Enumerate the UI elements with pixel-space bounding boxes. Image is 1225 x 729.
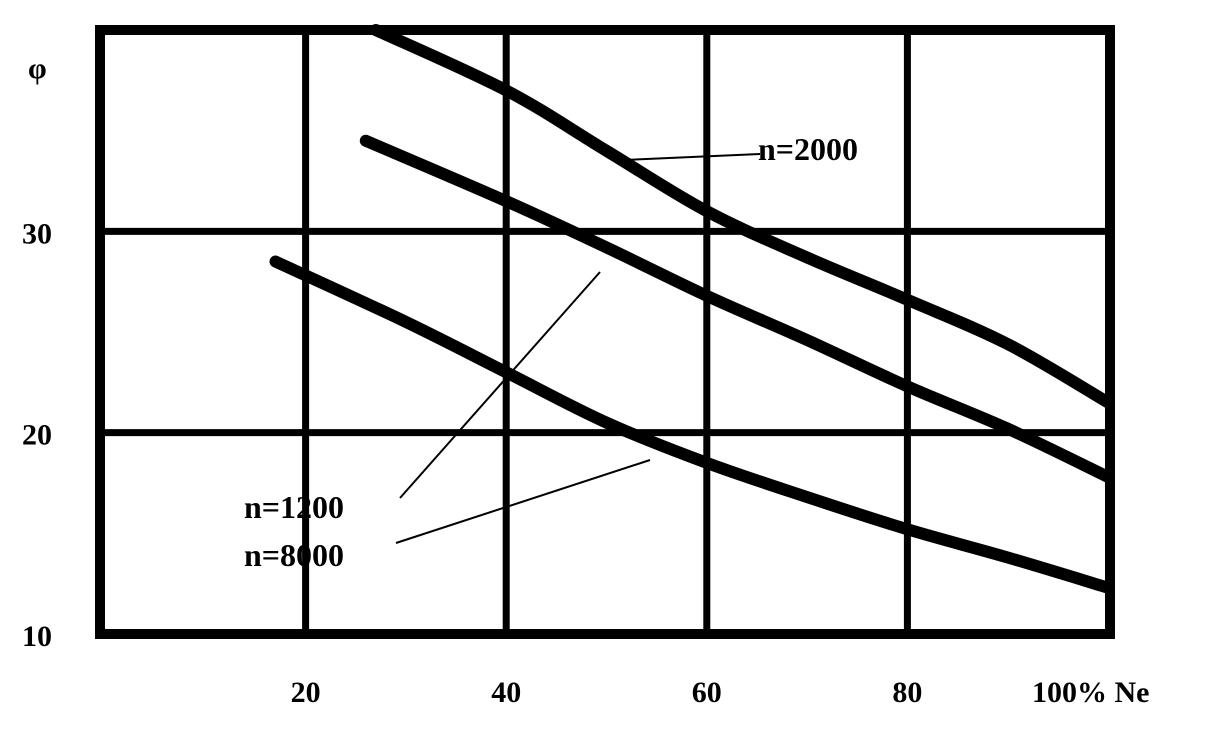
x-tick-label-20: 20 — [291, 676, 321, 709]
y-axis-label: φ — [28, 52, 47, 85]
leader-line-n=8000 — [395, 459, 651, 544]
x-tick-label-60: 60 — [692, 676, 722, 709]
series-label-leaders — [395, 153, 761, 544]
x-tick-label-80: 80 — [892, 676, 922, 709]
x-tick-labels: 20 40 60 80 — [291, 676, 923, 709]
series-line-n=1200 — [359, 134, 1114, 483]
leader-line-n=2000 — [624, 153, 761, 161]
y-tick-label-10: 10 — [22, 620, 52, 653]
series-label-n=2000: n=2000 — [758, 131, 858, 167]
series-lines — [269, 24, 1114, 594]
series-line-n=2000 — [369, 24, 1114, 409]
series-label-n=1200: n=1200 — [244, 489, 344, 525]
series-labels: n=2000 n=1200 n=8000 — [244, 131, 858, 573]
y-tick-label-30: 30 — [22, 217, 52, 250]
horizontal-grid-lines — [101, 227, 1112, 638]
series-line-n=8000 — [269, 255, 1114, 594]
y-tick-labels: 10 20 30 — [22, 217, 52, 653]
y-tick-label-20: 20 — [22, 419, 52, 452]
x-axis-label: 100% Ne — [1032, 676, 1149, 709]
vertical-grid-lines — [302, 26, 911, 638]
plot-frame — [95, 25, 1115, 639]
leader-line-n=1200 — [399, 271, 601, 499]
series-label-n=8000: n=8000 — [244, 537, 344, 573]
x-tick-label-40: 40 — [491, 676, 521, 709]
